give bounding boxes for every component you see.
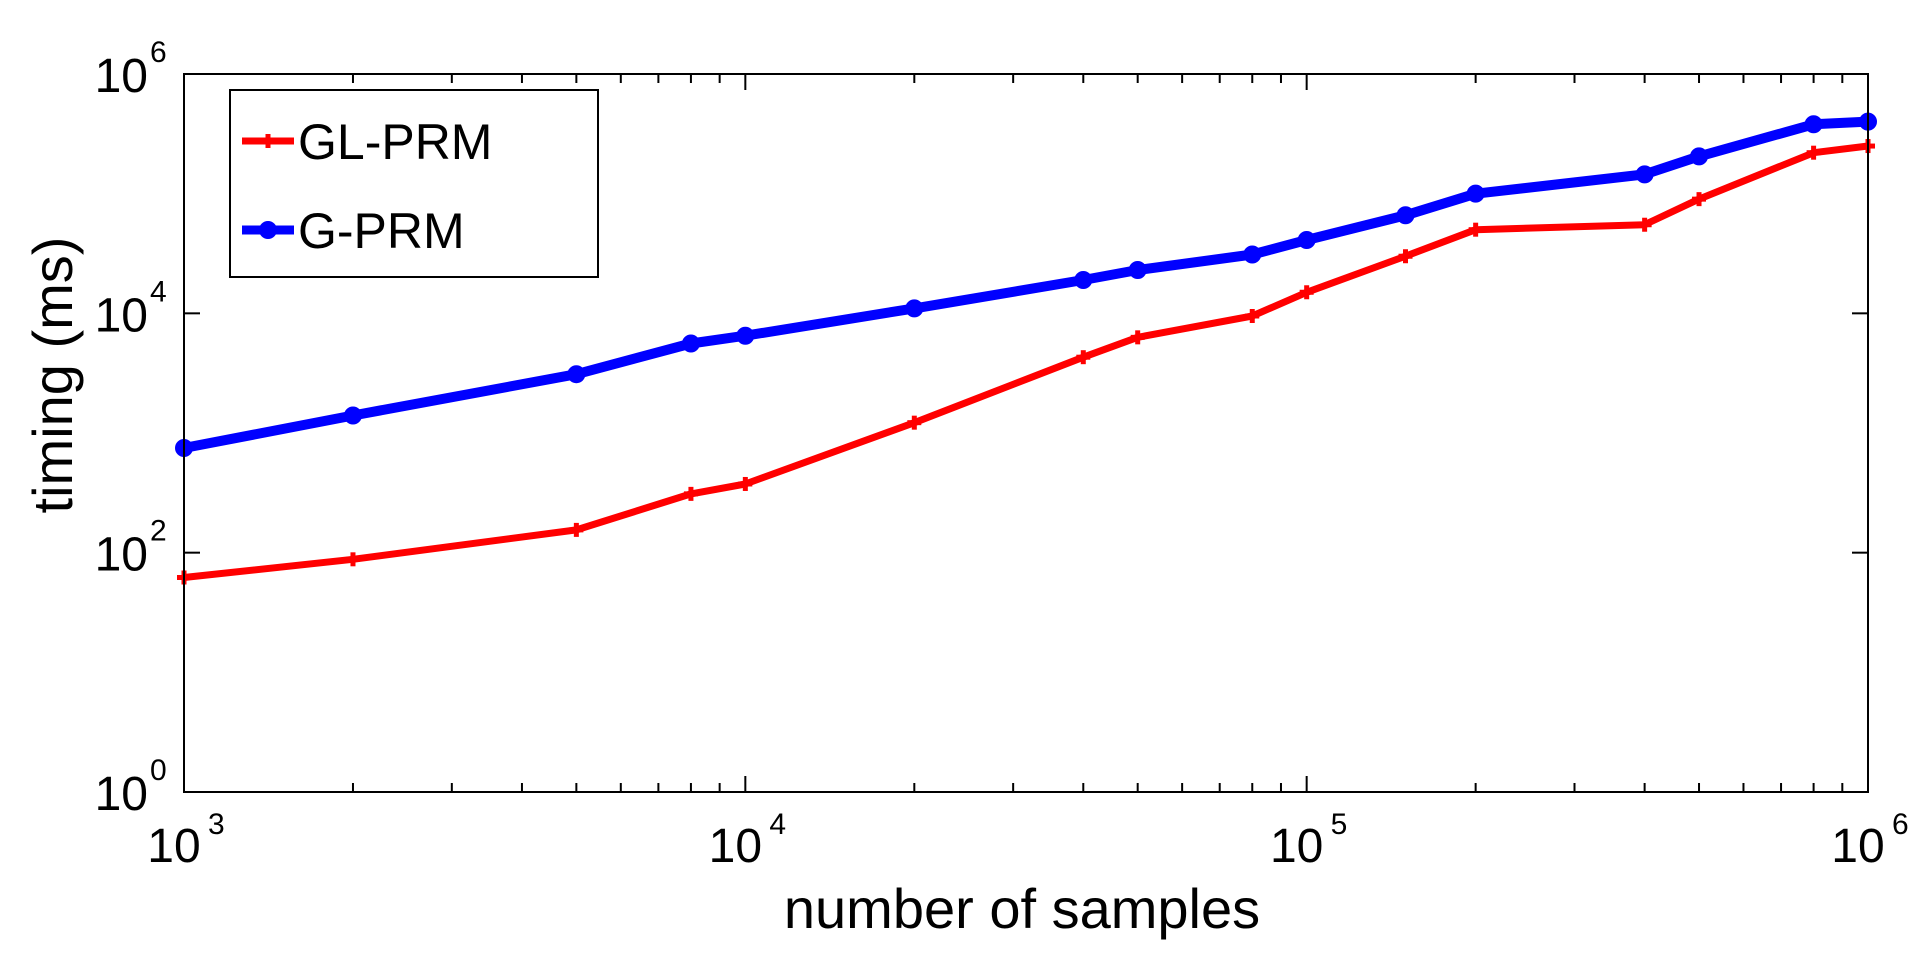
legend-marker-g-prm [259, 221, 277, 239]
data-point-gl-prm [1692, 192, 1707, 207]
data-point-gl-prm [907, 415, 922, 430]
data-point-gl-prm [1076, 350, 1091, 365]
data-point-gl-prm [569, 522, 584, 537]
data-point-gl-prm [1806, 145, 1821, 160]
y-tick-label: 10 4 [95, 275, 167, 342]
data-point-gl-prm [1637, 217, 1652, 232]
data-point-g-prm [343, 406, 362, 425]
x-tick-exponent: 3 [208, 808, 225, 841]
data-point-gl-prm [1299, 285, 1314, 300]
y-tick-label: 10 2 [95, 515, 167, 582]
legend-marker-gl-prm [261, 134, 275, 148]
plot-frame [183, 73, 1869, 793]
y-tick-exponent: 0 [150, 754, 167, 787]
x-axis-title: number of samples [784, 877, 1260, 940]
y-axis-title: timing (ms) [21, 237, 84, 514]
data-point-gl-prm [1398, 249, 1413, 264]
x-tick-base: 10 [709, 820, 762, 873]
data-point-g-prm [1396, 206, 1415, 225]
y-tick-label: 10 0 [95, 754, 167, 821]
y-tick-exponent: 4 [150, 275, 167, 308]
tick-labels: 10 3 10 4 10 5 10 610 010 210 410 6 [95, 36, 1909, 873]
data-point-g-prm [1074, 270, 1093, 289]
y-tick-base: 10 [95, 529, 148, 582]
legend-point-gl-prm [261, 134, 275, 148]
data-point-g-prm [905, 299, 924, 318]
data-point-g-prm [1466, 184, 1485, 203]
x-tick-base: 10 [1270, 820, 1323, 873]
legend-point-g-prm [259, 221, 277, 239]
data-point-gl-prm [738, 476, 753, 491]
data-point-g-prm [567, 365, 586, 384]
series-line-gl-prm [180, 142, 1872, 581]
legend-label-g-prm: G-PRM [298, 203, 465, 259]
axes-layer [183, 73, 1869, 793]
x-tick-label: 10 3 [147, 808, 224, 873]
data-point-gl-prm [1245, 308, 1260, 323]
series-g-prm [175, 112, 1877, 457]
data-point-gl-prm [683, 486, 698, 501]
y-tick-exponent: 6 [150, 36, 167, 69]
data-point-g-prm [1297, 231, 1316, 250]
legend-box [229, 89, 599, 278]
series-line-g-prm [179, 116, 1873, 453]
data-point-g-prm [1243, 245, 1262, 264]
data-point-gl-prm [345, 552, 360, 567]
data-point-g-prm [1804, 115, 1823, 134]
y-tick-base: 10 [95, 768, 148, 821]
data-point-gl-prm [1468, 222, 1483, 237]
series-layer [175, 112, 1877, 585]
data-point-g-prm [681, 334, 700, 353]
x-tick-base: 10 [1831, 820, 1884, 873]
x-tick-base: 10 [147, 820, 200, 873]
x-tick-label: 10 6 [1831, 808, 1908, 873]
x-tick-label: 10 5 [1270, 808, 1347, 873]
x-tick-exponent: 6 [1892, 808, 1909, 841]
legend: GL-PRM G-PRM [229, 89, 599, 278]
data-point-gl-prm [1130, 330, 1145, 345]
legend-label-gl-prm: GL-PRM [298, 114, 492, 170]
data-point-g-prm [1635, 165, 1654, 184]
y-tick-exponent: 2 [150, 515, 167, 548]
x-tick-exponent: 4 [769, 808, 786, 841]
x-tick-label: 10 4 [709, 808, 786, 873]
x-tick-exponent: 5 [1331, 808, 1348, 841]
y-tick-base: 10 [95, 289, 148, 342]
y-tick-label: 10 6 [95, 36, 167, 103]
data-point-g-prm [1690, 147, 1709, 166]
y-tick-base: 10 [95, 50, 148, 103]
data-point-g-prm [736, 326, 755, 345]
data-point-g-prm [1128, 261, 1147, 280]
